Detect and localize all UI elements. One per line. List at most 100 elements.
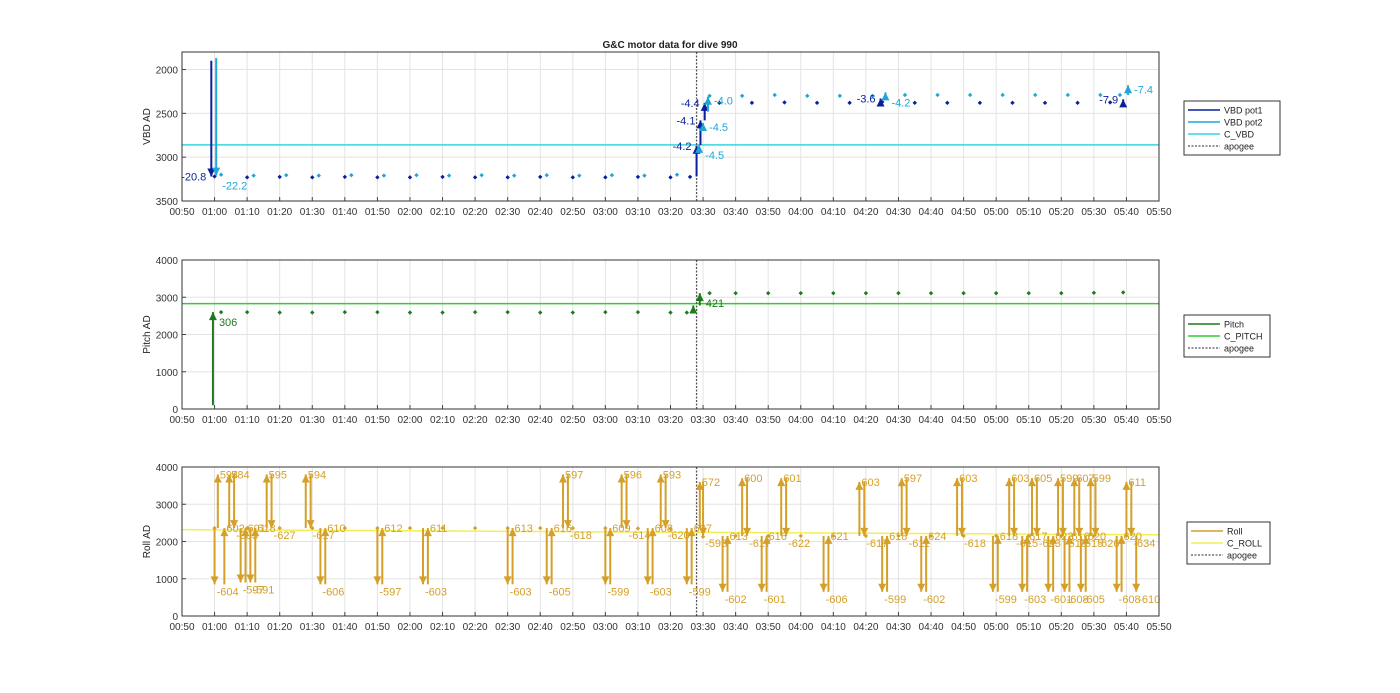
pitch-point-pitch bbox=[896, 290, 901, 296]
roll-move-label: 611 bbox=[430, 523, 448, 535]
roll-move-arrowhead bbox=[682, 576, 691, 585]
roll-move-label: 611 bbox=[1128, 477, 1146, 489]
vbd-point-vbd_pot2 bbox=[511, 173, 517, 178]
vbd-point-vbd_pot1 bbox=[1075, 100, 1080, 106]
roll-move-label: -618 bbox=[570, 530, 592, 542]
roll-move-arrowhead bbox=[902, 527, 911, 536]
roll-move-arrowhead bbox=[1032, 527, 1041, 536]
panel-roll: 00:50 01:00 01:10 01:20 01:30 01:40 01:50 02:00… bbox=[142, 463, 1172, 633]
roll-move-arrowhead bbox=[878, 583, 887, 592]
vbd-point-vbd_pot2 bbox=[381, 173, 387, 178]
roll-move-arrowhead bbox=[262, 474, 271, 483]
pitch-xtick-label: 02:30 bbox=[495, 415, 520, 426]
vbd-point-vbd_pot2 bbox=[218, 172, 224, 177]
pitch-xtick-label: 02:50 bbox=[560, 415, 585, 426]
roll-move-arrowhead bbox=[695, 481, 704, 490]
roll-move-label: -591 bbox=[252, 584, 274, 596]
pitch-xtick-label: 02:40 bbox=[528, 415, 553, 426]
roll-move-arrowhead bbox=[988, 583, 997, 592]
pitch-xtick-label: 01:00 bbox=[202, 415, 227, 426]
roll-point-roll bbox=[831, 533, 836, 539]
roll-move-label: 594 bbox=[308, 469, 326, 481]
roll-move-arrowhead bbox=[1117, 535, 1126, 544]
vbd-move-label: -20.8 bbox=[181, 171, 206, 183]
pitch-xtick-label: 01:10 bbox=[235, 415, 260, 426]
roll-xtick-label: 05:40 bbox=[1114, 622, 1139, 633]
pitch-ytick-label: 3000 bbox=[156, 293, 179, 304]
vbd-move-label: -7.9 bbox=[1099, 94, 1118, 106]
vbd-point-vbd_pot2 bbox=[446, 173, 452, 178]
vbd-point-vbd_pot2 bbox=[1000, 92, 1005, 98]
roll-move-label: -603 bbox=[425, 586, 447, 598]
pitch-point-pitch bbox=[277, 310, 282, 315]
vbd-point-vbd_pot2 bbox=[642, 173, 647, 178]
roll-move-label: -634 bbox=[1133, 538, 1155, 550]
roll-xtick-label: 01:10 bbox=[235, 622, 260, 633]
roll-move-arrowhead bbox=[661, 520, 670, 529]
vbd-xtick-label: 02:50 bbox=[560, 207, 585, 218]
vbd-point-vbd_pot2 bbox=[544, 172, 549, 178]
pitch-point-pitch bbox=[505, 309, 510, 315]
legend-label: C_ROLL bbox=[1227, 539, 1262, 549]
roll-xtick-label: 02:00 bbox=[397, 622, 422, 633]
panel-pitch: 00:50 01:00 01:10 01:20 01:30 01:40 01:50 02:00… bbox=[142, 256, 1172, 426]
pitch-point-pitch bbox=[440, 310, 445, 315]
vbd-xtick-label: 01:00 bbox=[202, 207, 227, 218]
roll-xtick-label: 01:50 bbox=[365, 622, 390, 633]
roll-move-label: -603 bbox=[1024, 594, 1046, 606]
roll-move-arrowhead bbox=[1044, 583, 1053, 592]
roll-point-roll bbox=[342, 525, 348, 531]
roll-move-arrowhead bbox=[897, 478, 906, 487]
roll-move-label: -605 bbox=[1083, 594, 1105, 606]
roll-move-arrowhead bbox=[241, 528, 250, 537]
roll-xtick-label: 03:40 bbox=[723, 622, 748, 633]
vbd-point-vbd_pot1 bbox=[945, 100, 950, 106]
roll-xtick-label: 01:30 bbox=[300, 622, 325, 633]
vbd-point-vbd_pot2 bbox=[902, 92, 908, 98]
roll-move-label: 597 bbox=[904, 473, 922, 485]
pitch-xtick-label: 05:00 bbox=[984, 415, 1009, 426]
pitch-xtick-label: 04:50 bbox=[951, 415, 976, 426]
roll-move-label: -595 bbox=[705, 538, 727, 550]
roll-move-arrowhead bbox=[1132, 583, 1141, 592]
roll-move-arrowhead bbox=[246, 574, 255, 583]
pitch-xtick-label: 03:00 bbox=[593, 415, 618, 426]
roll-xtick-label: 03:30 bbox=[691, 622, 716, 633]
roll-move-arrowhead bbox=[643, 576, 652, 585]
roll-move-arrowhead bbox=[917, 583, 926, 592]
roll-point-roll bbox=[505, 525, 510, 531]
roll-move-arrowhead bbox=[542, 576, 551, 585]
vbd-xtick-label: 03:50 bbox=[756, 207, 781, 218]
roll-move-label: -599 bbox=[607, 586, 629, 598]
roll-move-arrowhead bbox=[782, 527, 791, 536]
roll-move-arrowhead bbox=[213, 474, 222, 483]
vbd-point-vbd_pot1 bbox=[472, 175, 478, 180]
pitch-point-pitch bbox=[928, 290, 934, 296]
roll-move-arrowhead bbox=[1058, 527, 1067, 536]
vbd-xtick-label: 04:30 bbox=[886, 207, 911, 218]
roll-move-label: 620 bbox=[1124, 531, 1142, 543]
roll-move-label: 613 bbox=[729, 531, 747, 543]
roll-xtick-label: 04:40 bbox=[919, 622, 944, 633]
vbd-point-vbd_pot1 bbox=[603, 175, 608, 180]
pitch-point-pitch bbox=[342, 309, 348, 315]
vbd-point-vbd_pot2 bbox=[772, 92, 777, 98]
pitch-point-pitch bbox=[961, 290, 966, 296]
roll-move-arrowhead bbox=[1065, 535, 1074, 544]
pitch-move-arrowhead bbox=[695, 293, 704, 302]
roll-xtick-label: 01:40 bbox=[332, 622, 357, 633]
roll-point-roll bbox=[212, 525, 217, 531]
roll-move-arrowhead bbox=[922, 535, 931, 544]
vbd-xtick-label: 02:30 bbox=[495, 207, 520, 218]
vbd-xtick-label: 04:10 bbox=[821, 207, 846, 218]
roll-move-arrowhead bbox=[819, 583, 828, 592]
roll-move-arrowhead bbox=[225, 474, 234, 483]
roll-move-arrowhead bbox=[860, 527, 869, 536]
roll-xtick-label: 02:40 bbox=[528, 622, 553, 633]
roll-move-arrowhead bbox=[953, 478, 962, 487]
vbd-ytick-label: 2500 bbox=[156, 109, 179, 120]
